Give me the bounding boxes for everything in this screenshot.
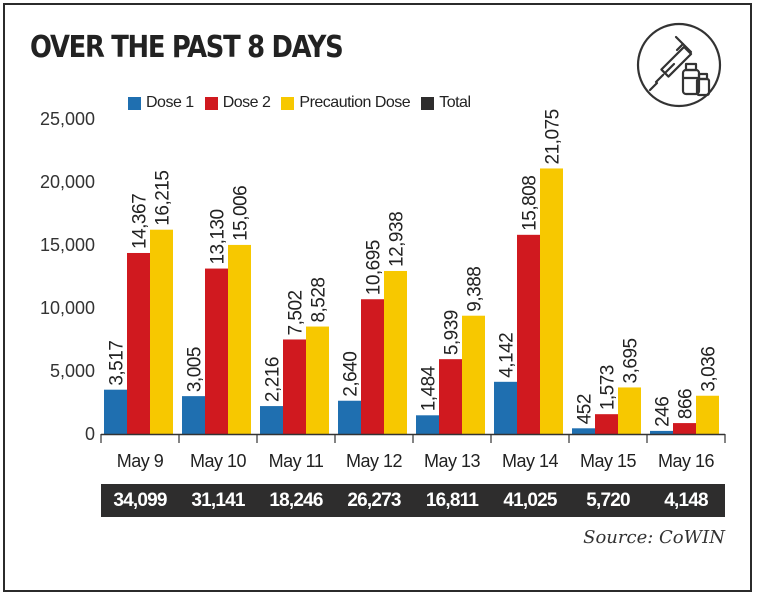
data-label: 12,938 <box>387 212 408 267</box>
bar <box>517 234 540 434</box>
data-label: 5,939 <box>442 310 463 355</box>
bar <box>673 423 696 434</box>
data-label: 246 <box>653 397 674 427</box>
x-tick-label: May 11 <box>269 451 324 471</box>
bar <box>650 430 673 434</box>
legend-swatch-dose2 <box>204 96 218 110</box>
vaccine-syringe-icon <box>636 22 722 113</box>
total-value: 18,246 <box>269 490 323 511</box>
data-label: 2,640 <box>341 352 362 397</box>
total-value: 16,811 <box>425 490 479 511</box>
data-label: 15,006 <box>231 186 252 241</box>
bar <box>283 339 306 434</box>
legend-swatch-precaution <box>281 96 295 110</box>
source-note: Source: CoWIN <box>583 527 725 548</box>
bar <box>228 244 251 434</box>
data-label: 866 <box>676 389 697 419</box>
total-value: 26,273 <box>347 490 401 511</box>
bar <box>182 396 205 434</box>
bar <box>462 315 485 434</box>
legend-item-dose1: Dose 1 <box>128 94 194 112</box>
data-label: 3,695 <box>621 338 642 383</box>
y-tick-label: 10,000 <box>40 298 95 318</box>
total-value: 34,099 <box>113 490 167 511</box>
bar <box>338 400 361 434</box>
bar <box>127 252 150 434</box>
data-label: 8,528 <box>309 278 330 323</box>
data-label: 13,130 <box>208 209 229 264</box>
bar <box>306 326 329 434</box>
totals-bar: 34,099 31,141 18,246 26,273 16,811 41,025 5,72… <box>101 484 725 517</box>
data-label: 14,367 <box>130 194 151 249</box>
data-label: 452 <box>575 394 596 424</box>
data-label: 3,517 <box>107 341 128 386</box>
bar <box>494 381 517 434</box>
bar-chart: 0 5,000 10,000 15,000 20,000 25,000 3,517 14,36… <box>40 109 726 471</box>
data-label: 4,142 <box>497 333 518 378</box>
data-label: 7,502 <box>286 290 307 335</box>
legend-label-total: Total <box>439 94 471 111</box>
data-label: 9,388 <box>465 267 486 312</box>
data-label: 15,808 <box>520 176 541 231</box>
x-tick-label: May 12 <box>346 451 403 471</box>
data-label: 3,036 <box>699 347 720 392</box>
bar <box>150 229 173 434</box>
data-label: 10,695 <box>364 240 385 295</box>
y-tick-label: 5,000 <box>50 361 95 381</box>
bar <box>416 415 439 434</box>
x-tick-label: May 14 <box>502 451 559 471</box>
data-label: 2,216 <box>263 357 284 402</box>
bar <box>439 359 462 434</box>
data-label: 21,075 <box>543 109 564 164</box>
legend-swatch-dose1 <box>128 96 141 110</box>
bar <box>572 428 595 434</box>
x-tick-label: May 15 <box>580 451 637 471</box>
bar <box>361 299 384 434</box>
bar <box>205 268 228 434</box>
total-value: 5,720 <box>586 490 630 511</box>
y-tick-label: 25,000 <box>40 109 95 129</box>
legend-item-total: Total <box>421 94 471 112</box>
x-tick-label: May 13 <box>424 451 481 471</box>
data-label: 1,484 <box>419 365 440 411</box>
data-label: 16,215 <box>153 171 174 226</box>
bar <box>618 387 641 434</box>
bar <box>384 270 407 434</box>
legend-item-precaution: Precaution Dose <box>281 94 411 112</box>
bar <box>260 406 283 434</box>
y-tick-label: 15,000 <box>40 235 95 255</box>
bar <box>540 168 563 434</box>
y-tick-label: 20,000 <box>40 172 95 192</box>
data-label: 3,005 <box>185 347 206 392</box>
total-value: 4,148 <box>664 490 708 511</box>
bar <box>104 389 127 434</box>
total-value: 31,141 <box>191 490 245 511</box>
legend-label-dose1: Dose 1 <box>146 94 194 111</box>
y-tick-label: 0 <box>85 424 95 444</box>
chart-legend: Dose 1 Dose 2 Precaution Dose Total <box>128 94 482 112</box>
bar <box>696 395 719 434</box>
page-title: OVER THE PAST 8 DAYS <box>30 30 344 65</box>
data-label: 1,573 <box>598 365 619 410</box>
total-value: 41,025 <box>503 490 557 511</box>
x-tick-label: May 9 <box>117 451 164 471</box>
bar <box>595 414 618 434</box>
legend-item-dose2: Dose 2 <box>204 94 271 112</box>
legend-label-dose2: Dose 2 <box>222 94 271 111</box>
legend-swatch-total <box>421 96 435 110</box>
x-tick-label: May 16 <box>658 451 715 471</box>
legend-label-precaution: Precaution Dose <box>299 94 411 111</box>
x-tick-label: May 10 <box>190 451 247 471</box>
